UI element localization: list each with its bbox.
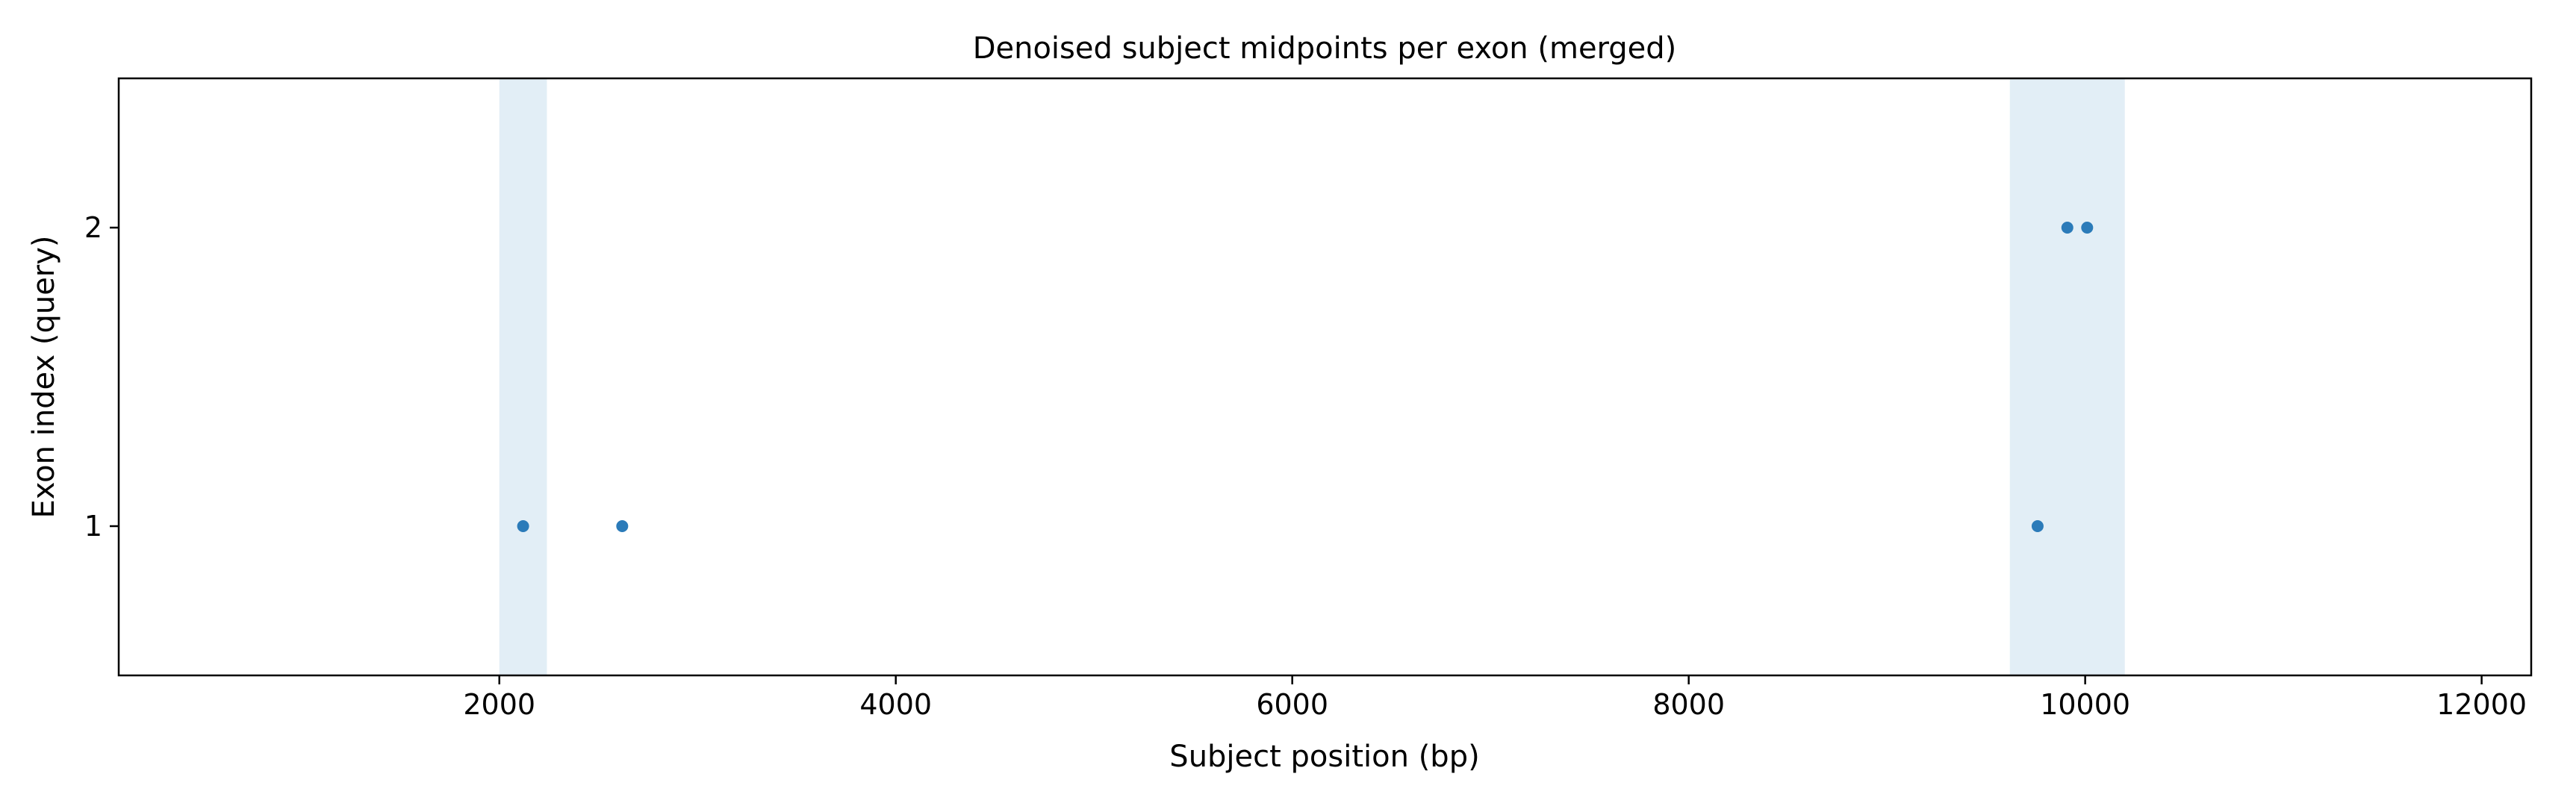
data-point-5 <box>2081 222 2093 234</box>
y-tick-label: 2 <box>84 211 102 244</box>
data-point-3 <box>2032 520 2044 532</box>
x-tick-label: 2000 <box>463 688 535 721</box>
highlight-band-1 <box>500 78 547 675</box>
chart-title: Denoised subject midpoints per exon (mer… <box>973 31 1677 66</box>
y-tick-label: 1 <box>84 510 102 543</box>
x-tick-label: 8000 <box>1652 688 1725 721</box>
highlight-band-2 <box>2010 78 2125 675</box>
x-tick-label: 4000 <box>859 688 932 721</box>
x-tick-label: 6000 <box>1256 688 1328 721</box>
x-axis-label: Subject position (bp) <box>1169 740 1479 774</box>
data-point-4 <box>2062 222 2073 234</box>
y-axis-label: Exon index (query) <box>27 235 61 518</box>
data-point-1 <box>517 520 529 532</box>
x-tick-label: 10000 <box>2040 688 2130 721</box>
x-tick-label: 12000 <box>2436 688 2527 721</box>
data-point-2 <box>616 520 628 532</box>
